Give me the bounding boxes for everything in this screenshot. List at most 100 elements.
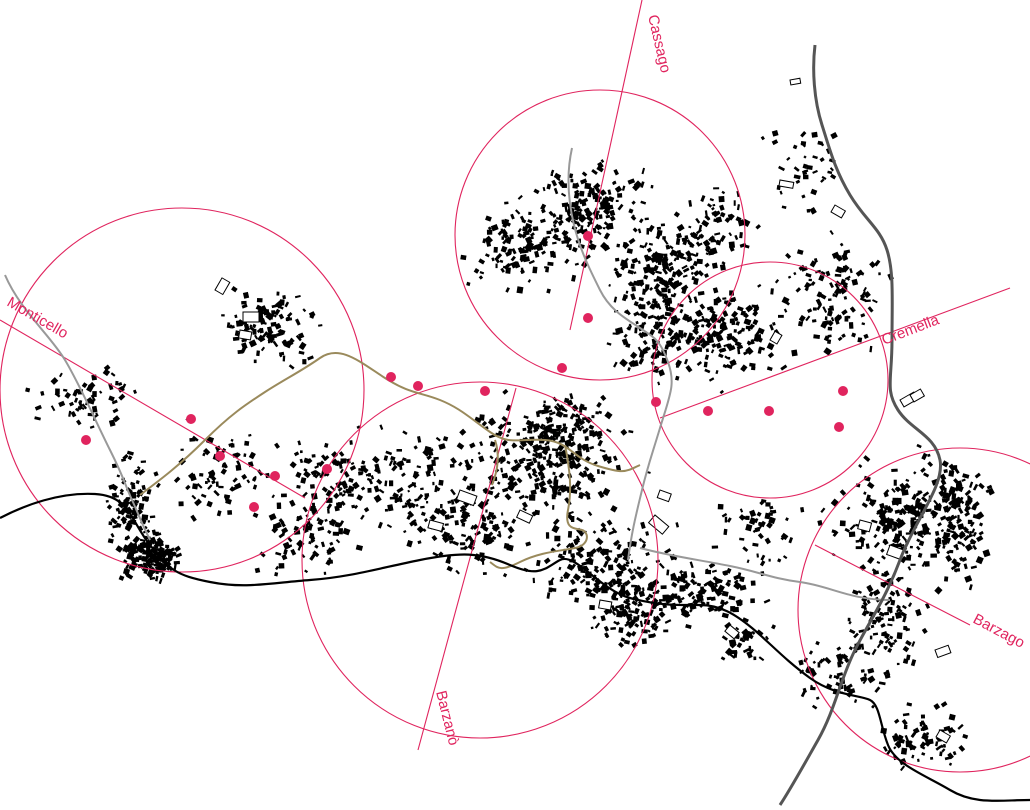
building (656, 229, 663, 236)
building (872, 619, 878, 625)
axis-barzano (417, 387, 517, 751)
building (721, 612, 729, 619)
building (679, 330, 684, 337)
building (584, 182, 592, 190)
building (542, 403, 546, 408)
building (844, 275, 851, 280)
building (728, 245, 735, 252)
building (945, 517, 951, 522)
building (940, 479, 947, 486)
building (54, 392, 61, 398)
building (553, 187, 559, 195)
building (896, 632, 903, 640)
building (276, 331, 284, 337)
building (735, 626, 740, 631)
building (318, 460, 325, 467)
building (620, 604, 625, 611)
building (660, 585, 667, 590)
building (800, 506, 805, 513)
building (839, 520, 846, 527)
building (148, 554, 154, 561)
building (680, 573, 687, 579)
building (736, 344, 744, 350)
building (639, 620, 644, 628)
building (341, 480, 348, 487)
building (68, 410, 72, 417)
building (912, 508, 918, 515)
building (793, 174, 801, 180)
building (827, 326, 833, 331)
building (964, 506, 972, 513)
building (540, 446, 547, 451)
building (603, 244, 611, 252)
building (873, 541, 880, 549)
building (719, 264, 726, 271)
building (714, 582, 718, 588)
building (683, 358, 689, 365)
building (483, 526, 489, 532)
building (644, 217, 649, 221)
building (577, 442, 582, 448)
building (260, 346, 266, 352)
building (517, 194, 523, 200)
building (765, 502, 771, 507)
building (892, 616, 895, 622)
building (682, 274, 688, 278)
building (115, 545, 124, 553)
building (567, 530, 573, 538)
building (693, 277, 699, 285)
building (317, 518, 324, 526)
poi-point (270, 471, 280, 481)
building (428, 451, 434, 457)
building (638, 537, 643, 542)
building (863, 673, 867, 677)
building (551, 179, 558, 187)
building (589, 430, 595, 437)
building (599, 196, 602, 200)
building (648, 609, 654, 617)
building (343, 471, 350, 478)
building (894, 718, 900, 724)
building (243, 323, 250, 329)
building (155, 575, 159, 582)
building (544, 266, 548, 269)
building (883, 517, 889, 524)
building (561, 183, 567, 188)
building (934, 586, 943, 595)
building (841, 653, 849, 661)
building (142, 562, 148, 567)
building (722, 570, 727, 575)
building (675, 375, 680, 381)
building (300, 477, 307, 484)
building (715, 588, 723, 596)
building (642, 312, 648, 319)
building (519, 215, 526, 223)
axis-monticello (0, 319, 306, 499)
building (392, 461, 397, 466)
building (956, 518, 961, 523)
building (756, 553, 759, 558)
building (872, 632, 879, 636)
building (173, 476, 181, 484)
building (661, 287, 668, 293)
building (454, 520, 459, 526)
building (521, 501, 528, 509)
building (314, 544, 319, 549)
building (623, 639, 630, 645)
building (579, 216, 585, 223)
building (730, 335, 739, 343)
building (483, 500, 489, 506)
main-roads (0, 44, 1030, 806)
building (411, 482, 417, 487)
building (707, 249, 715, 256)
building (658, 369, 666, 377)
building (664, 619, 672, 624)
building (942, 544, 946, 549)
building (602, 196, 610, 204)
building (682, 267, 690, 273)
building (202, 452, 206, 457)
building (302, 359, 307, 365)
building (493, 493, 500, 499)
building (575, 182, 580, 188)
building (751, 630, 756, 635)
